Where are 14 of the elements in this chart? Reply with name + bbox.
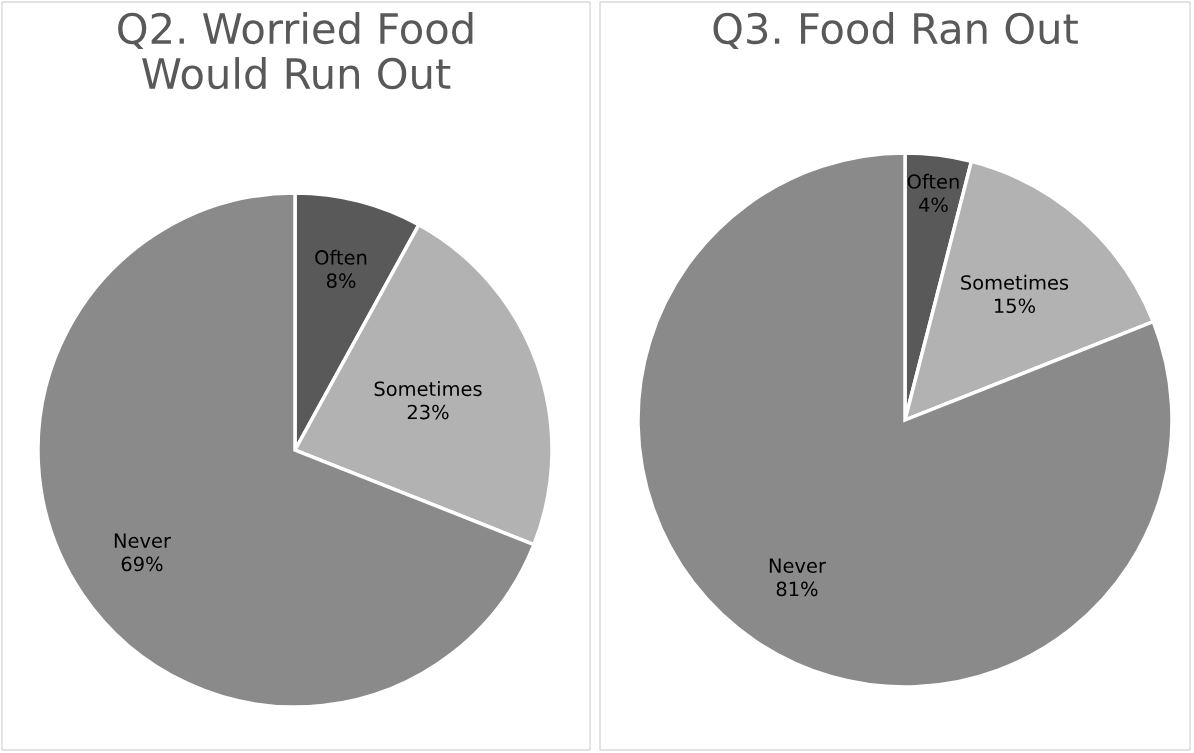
data-label: 8% (326, 273, 356, 289)
slice-label: Never (769, 558, 826, 574)
chart-title: Q2. Worried Food Would Run Out (118, 12, 473, 90)
data-label: 15% (995, 298, 1036, 314)
slice-label: Often (315, 249, 367, 265)
data-label: 4% (918, 197, 948, 213)
data-label: 69% (121, 556, 163, 572)
slice-label: Often (907, 173, 959, 189)
slice-label: Sometimes (374, 381, 482, 397)
slice-label: Sometimes (961, 274, 1069, 290)
chart-title: Q3. Food Ran Out (713, 12, 1078, 50)
data-label: 81% (776, 581, 818, 597)
slice-label: Never (114, 533, 171, 549)
data-label: 23% (407, 404, 449, 420)
